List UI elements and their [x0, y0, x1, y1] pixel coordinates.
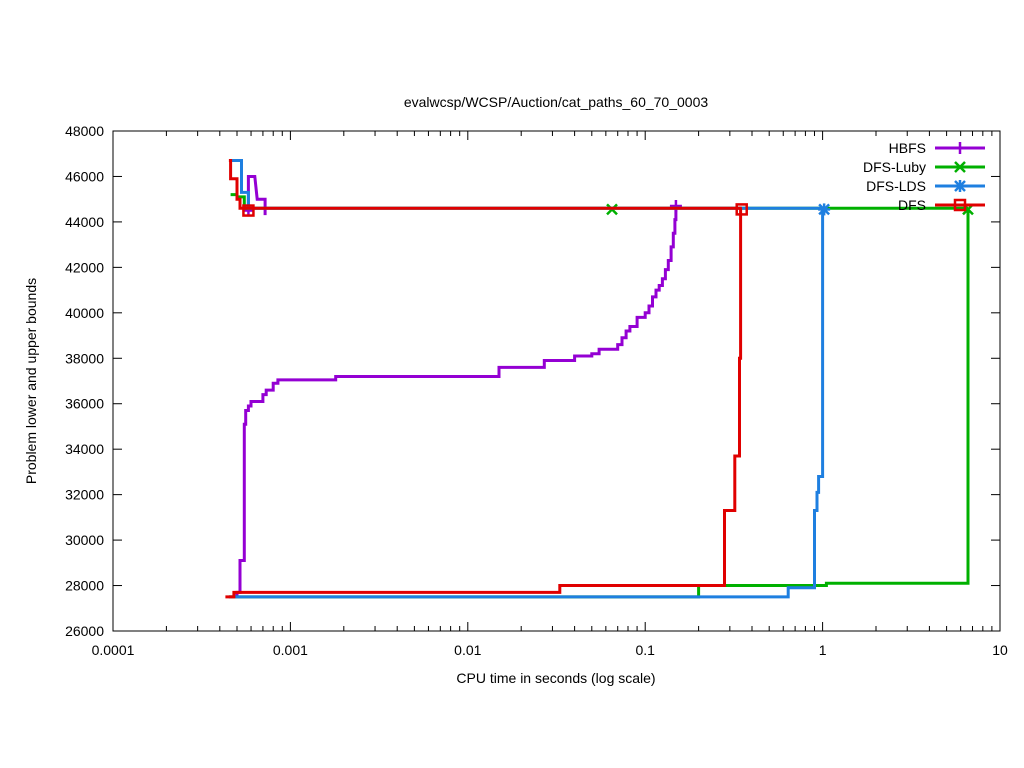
series-dfs-luby-lower-line [228, 208, 970, 599]
y-tick-label: 26000 [65, 623, 104, 639]
legend-marker-dfs-luby [954, 161, 966, 173]
plot-frame [112, 130, 1001, 632]
y-tick-label: 30000 [65, 532, 104, 548]
y-tick-label: 44000 [65, 214, 104, 230]
series-hbfs [235, 175, 682, 597]
y-axis-label: Problem lower and upper bounds [23, 278, 39, 484]
y-tick-label: 34000 [65, 441, 104, 457]
legend-marker-dfs [953, 198, 967, 212]
legend-label-dfs-luby: DFS-Luby [863, 159, 926, 175]
series-dfs-upper-line [228, 159, 742, 210]
y-tick-label: 46000 [65, 168, 104, 184]
x-tick-label: 1 [819, 642, 827, 658]
series-hbfs-upper-line [246, 175, 267, 216]
x-axis-label: CPU time in seconds (log scale) [456, 670, 655, 686]
y-tick-label: 36000 [65, 396, 104, 412]
series-dfs-lower-line [225, 206, 743, 599]
series-layer [225, 159, 974, 599]
series-dfs-luby [228, 193, 974, 599]
series-hbfs-lower-line [235, 206, 678, 597]
chart-title: evalwcsp/WCSP/Auction/cat_paths_60_70_00… [404, 94, 709, 110]
series-dfs-lds-upper-line [230, 159, 825, 210]
legend-label-hbfs: HBFS [889, 140, 926, 156]
legend-marker-dfs-lds [954, 180, 966, 192]
legend-label-dfs-lds: DFS-LDS [866, 178, 926, 194]
series-dfs-point [735, 203, 748, 216]
plot-border [112, 130, 1001, 632]
y-axis-ticks: 26000 28000 30000 32000 34000 36000 38000 40000… [65, 123, 1000, 639]
series-dfs [225, 159, 748, 599]
x-axis-ticks: 0.0001 0.001 0.01 0.1 1 10 [92, 131, 1008, 658]
legend: HBFS DFS-Luby DFS-LDS DFS [863, 140, 985, 213]
series-dfs-lds-point [818, 203, 831, 216]
series-dfs-lds-lower-line [228, 206, 825, 599]
x-tick-label: 0.001 [273, 642, 308, 658]
series-hbfs-point [669, 200, 682, 212]
series-dfs-luby-upper-line [230, 193, 968, 210]
series-dfs-point [242, 204, 255, 217]
y-tick-label: 40000 [65, 305, 104, 321]
y-tick-label: 32000 [65, 487, 104, 503]
y-tick-label: 48000 [65, 123, 104, 139]
x-tick-label: 0.0001 [92, 642, 135, 658]
y-tick-label: 42000 [65, 259, 104, 275]
x-tick-label: 0.1 [635, 642, 655, 658]
x-tick-label: 10 [992, 642, 1008, 658]
y-tick-label: 28000 [65, 578, 104, 594]
legend-marker-hbfs [954, 142, 966, 154]
y-tick-label: 38000 [65, 350, 104, 366]
legend-label-dfs: DFS [898, 197, 926, 213]
x-tick-label: 0.01 [454, 642, 481, 658]
